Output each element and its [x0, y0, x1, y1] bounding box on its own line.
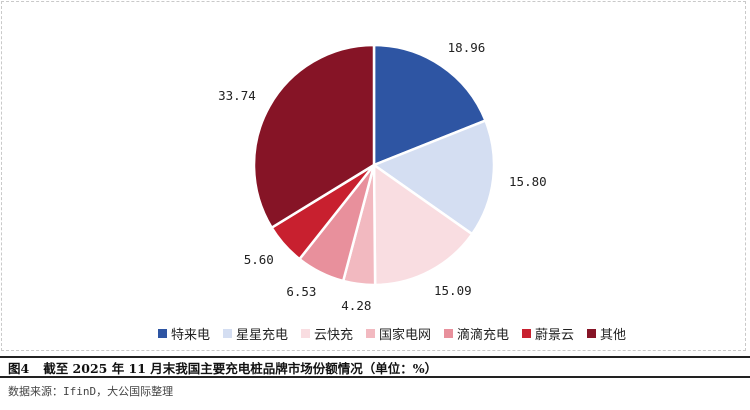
data-label-6: 33.74: [218, 88, 256, 104]
legend-label-3: 国家电网: [378, 328, 431, 343]
legend-item-2: 云快充: [300, 324, 353, 343]
legend-label-5: 蔚景云: [535, 328, 575, 343]
pie-chart: [252, 43, 496, 287]
legend-label-6: 其他: [600, 328, 627, 343]
legend-item-4: 滴滴充电: [444, 324, 509, 343]
legend-item-6: 其他: [587, 324, 626, 343]
legend-swatch-2: [300, 329, 310, 338]
legend-swatch-4: [444, 329, 453, 338]
chart-frame: 18.96 15.80 15.09 4.28 6.53 5.60 33.74 特来电 星星充电…: [1, 1, 746, 351]
figure-caption: 图4 截至 2025 年 11 月末我国主要充电桩品牌市场份额情况（单位：%）: [0, 356, 750, 378]
legend-swatch-3: [365, 329, 375, 338]
pie-slice-6: [252, 43, 376, 229]
legend-label-4: 滴滴充电: [457, 328, 510, 343]
legend-label-0: 特来电: [170, 328, 210, 343]
legend-label-2: 云快充: [313, 328, 353, 343]
legend-item-3: 国家电网: [365, 324, 431, 343]
legend-label-1: 星星充电: [235, 328, 288, 343]
legend-swatch-1: [222, 329, 232, 338]
pie-slice-0: [372, 43, 487, 167]
legend-item-0: 特来电: [157, 324, 210, 343]
legend-swatch-5: [522, 329, 532, 338]
legend-swatch-0: [157, 329, 167, 338]
legend-swatch-6: [587, 329, 597, 338]
data-label-0: 18.96: [447, 39, 486, 55]
legend-item-1: 星星充电: [222, 324, 288, 343]
chart-legend: 特来电 星星充电 云快充 国家电网 滴滴充电 蔚景云 其他: [132, 324, 652, 343]
data-source: 数据来源：IfinD，大公国际整理: [8, 385, 174, 398]
data-label-4: 6.53: [286, 284, 317, 300]
figure-number: 图4: [8, 360, 30, 376]
legend-item-5: 蔚景云: [522, 324, 574, 343]
pie-slice-2: [372, 163, 474, 287]
pie-slice-1: [372, 119, 496, 236]
figure-title: 截至 2025 年 11 月末我国主要充电桩品牌市场份额情况（单位：%）: [43, 360, 438, 376]
data-label-1: 15.80: [509, 174, 547, 190]
data-label-5: 5.60: [243, 251, 274, 267]
data-label-2: 15.09: [434, 283, 472, 299]
data-label-3: 4.28: [341, 298, 372, 314]
